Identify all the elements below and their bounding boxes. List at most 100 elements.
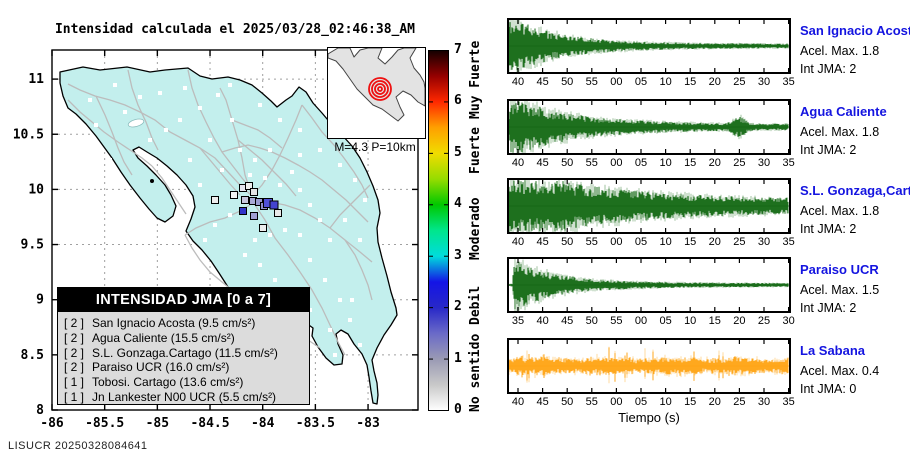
station-dot <box>228 213 232 217</box>
station-dot <box>283 228 287 232</box>
epicenter-icon <box>374 83 386 95</box>
time-tick-label: 45 <box>536 236 549 248</box>
svg-text:-85.5: -85.5 <box>85 416 124 431</box>
seismogram-panel: 35 40 45 50 55 00 05 10 15 20 25 30 <box>507 257 795 327</box>
time-tick-label: 45 <box>536 157 549 169</box>
intensity-marker <box>274 209 282 217</box>
seismogram-panel: 40 45 50 55 00 05 10 15 20 25 30 35 <box>507 18 795 88</box>
station-dot <box>216 93 220 97</box>
map-frame <box>51 49 419 411</box>
svg-text:-83.5: -83.5 <box>296 416 335 431</box>
svg-text:-85: -85 <box>146 416 169 431</box>
station-dot <box>268 148 272 152</box>
time-axis-title: Tiempo (s) <box>618 410 680 425</box>
time-tick-label: 55 <box>585 236 598 248</box>
acel-max-label: Acel. Max. 1.8 <box>800 204 880 218</box>
colorbar-category-fuerte: Fuerte <box>468 126 483 174</box>
int-jma-label: Int JMA: 2 <box>800 143 857 157</box>
time-tick-label: 35 <box>782 76 795 88</box>
time-tick-label: 35 <box>782 396 795 408</box>
station-dot <box>323 278 327 282</box>
colorbar-value: 7 <box>454 42 462 57</box>
time-tick-label: 10 <box>659 76 672 88</box>
station-dot <box>123 110 127 114</box>
time-tick-label: 30 <box>757 236 771 248</box>
gulf-island <box>150 179 154 183</box>
intensity-markers <box>211 182 282 232</box>
station-dot <box>230 118 234 122</box>
station-dot <box>76 144 80 148</box>
intensity-marker <box>245 182 253 190</box>
intensity-badge: [ 2 ] <box>64 316 85 330</box>
time-tick-label: 15 <box>684 76 697 88</box>
time-tick-label: 40 <box>511 76 525 88</box>
station-dot <box>343 218 347 222</box>
int-jma-label: Int JMA: 0 <box>800 382 857 396</box>
station-dot <box>273 278 277 282</box>
waveform-frame <box>507 257 791 313</box>
legend-row: [ 2 ] San Ignacio Acosta (9.5 cm/s²) <box>64 316 309 331</box>
station-dot <box>238 148 242 152</box>
station-dot <box>308 308 312 312</box>
station-dot <box>363 198 367 202</box>
station-dot <box>68 118 72 122</box>
station-dot <box>138 95 142 99</box>
timestamp-stamp: LISUCR 20250328084641 <box>8 440 148 452</box>
legend-station: Tobosi. Cartago (13.6 cm/s²) <box>92 375 244 390</box>
colorbar-value: 0 <box>454 402 462 417</box>
time-tick-label: 00 <box>634 315 648 327</box>
svg-text:11: 11 <box>28 72 44 87</box>
station-name: Paraiso UCR <box>800 262 879 277</box>
station-dot <box>198 183 202 187</box>
station-dot <box>278 183 282 187</box>
station-name: Agua Caliente <box>800 104 887 119</box>
time-tick-label: 20 <box>708 396 721 408</box>
time-tick-label: 35 <box>511 315 525 327</box>
station-dot <box>253 238 257 242</box>
station-dot <box>348 318 352 322</box>
time-tick-label: 00 <box>610 396 623 408</box>
acel-max-label: Acel. Max. 1.5 <box>800 283 880 297</box>
lake <box>127 118 145 128</box>
waveform-plot <box>507 338 791 394</box>
time-tick-label: 05 <box>634 76 648 88</box>
station-dot <box>358 343 362 347</box>
station-dot <box>208 138 212 142</box>
time-tick-label: 15 <box>708 315 721 327</box>
station-dot <box>290 170 294 174</box>
intensity-badge: [ 1 ] <box>64 375 85 390</box>
time-tick-label: 30 <box>757 76 771 88</box>
time-tick-label: 55 <box>610 315 623 327</box>
time-tick-label: 45 <box>536 396 549 408</box>
svg-text:9.5: 9.5 <box>21 238 44 253</box>
time-tick-label: 55 <box>585 76 598 88</box>
svg-text:-86: -86 <box>40 416 64 431</box>
time-tick-label: 40 <box>536 315 549 327</box>
axis-tick-labels: -86 -85.5 -85 -84.5 -84 -83.5 -83 8 8.5 9 9.5 10 10.… <box>13 72 380 431</box>
legend-station: Paraiso UCR (16.0 cm/s²) <box>92 360 230 375</box>
station-dot <box>298 153 302 157</box>
time-tick-label: 00 <box>610 157 623 169</box>
time-tick-label: 45 <box>536 76 549 88</box>
time-tick-label: 40 <box>511 396 525 408</box>
time-tick-label: 35 <box>782 236 795 248</box>
time-tick-label: 05 <box>634 396 648 408</box>
station-dot <box>178 118 182 122</box>
epicenter-inset-map <box>327 47 426 139</box>
svg-text:-83: -83 <box>356 416 379 431</box>
intensity-marker <box>230 191 238 199</box>
time-tick-label: 00 <box>610 236 623 248</box>
time-tick-label: 40 <box>511 236 525 248</box>
epicenter-icon <box>371 80 389 98</box>
time-tick-label: 05 <box>634 236 648 248</box>
time-tick-label: 25 <box>733 396 746 408</box>
station-dot <box>94 123 98 127</box>
time-tick-label: 10 <box>659 396 672 408</box>
station-dot <box>183 86 187 90</box>
intensity-marker <box>241 196 249 204</box>
legend-row: [ 1 ] Jn Lankester N00 UCR (5.5 cm/s²) <box>64 390 309 405</box>
time-tick-label: 25 <box>733 76 746 88</box>
legend-row: [ 2 ] S.L. Gonzaga.Cartago (11.5 cm/s²) <box>64 346 309 361</box>
station-dot <box>220 168 224 172</box>
